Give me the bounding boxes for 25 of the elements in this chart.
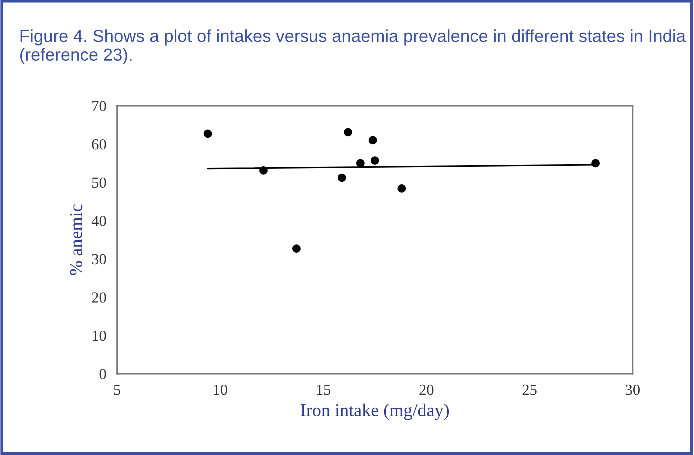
point	[344, 128, 352, 137]
x-tick-label: 20	[420, 384, 434, 396]
x-tick-label: 5	[114, 385, 121, 396]
y-axis-title: % anemic	[70, 204, 82, 276]
point	[204, 130, 212, 138]
x-tick-label: 10	[214, 384, 228, 396]
y-tick-label: 60	[92, 139, 106, 150]
x-tick-label: 25	[522, 384, 537, 396]
y-tick-label: 40	[92, 216, 106, 226]
chart-title: Figure 4. Shows a plot of intakes versus anaemia prevalence in different states in India (reference 23).	[20, 30, 686, 64]
point	[370, 156, 380, 165]
point	[356, 159, 365, 168]
y-tick-label: 70	[92, 101, 106, 112]
y-tick-label: 20	[92, 292, 106, 303]
y-tick-label: 50	[92, 178, 106, 188]
point	[398, 184, 406, 193]
point	[368, 136, 378, 145]
x-axis-title: Iron intake (mg/day)	[301, 404, 450, 420]
x-tick-label: 15	[317, 384, 331, 396]
y-tick-label: 10	[92, 330, 106, 342]
point	[292, 244, 301, 253]
y-tick-label: 30	[92, 254, 106, 265]
x-tick-label: 30	[626, 384, 640, 396]
point	[338, 174, 346, 182]
y-tick-label: 0	[100, 369, 106, 380]
